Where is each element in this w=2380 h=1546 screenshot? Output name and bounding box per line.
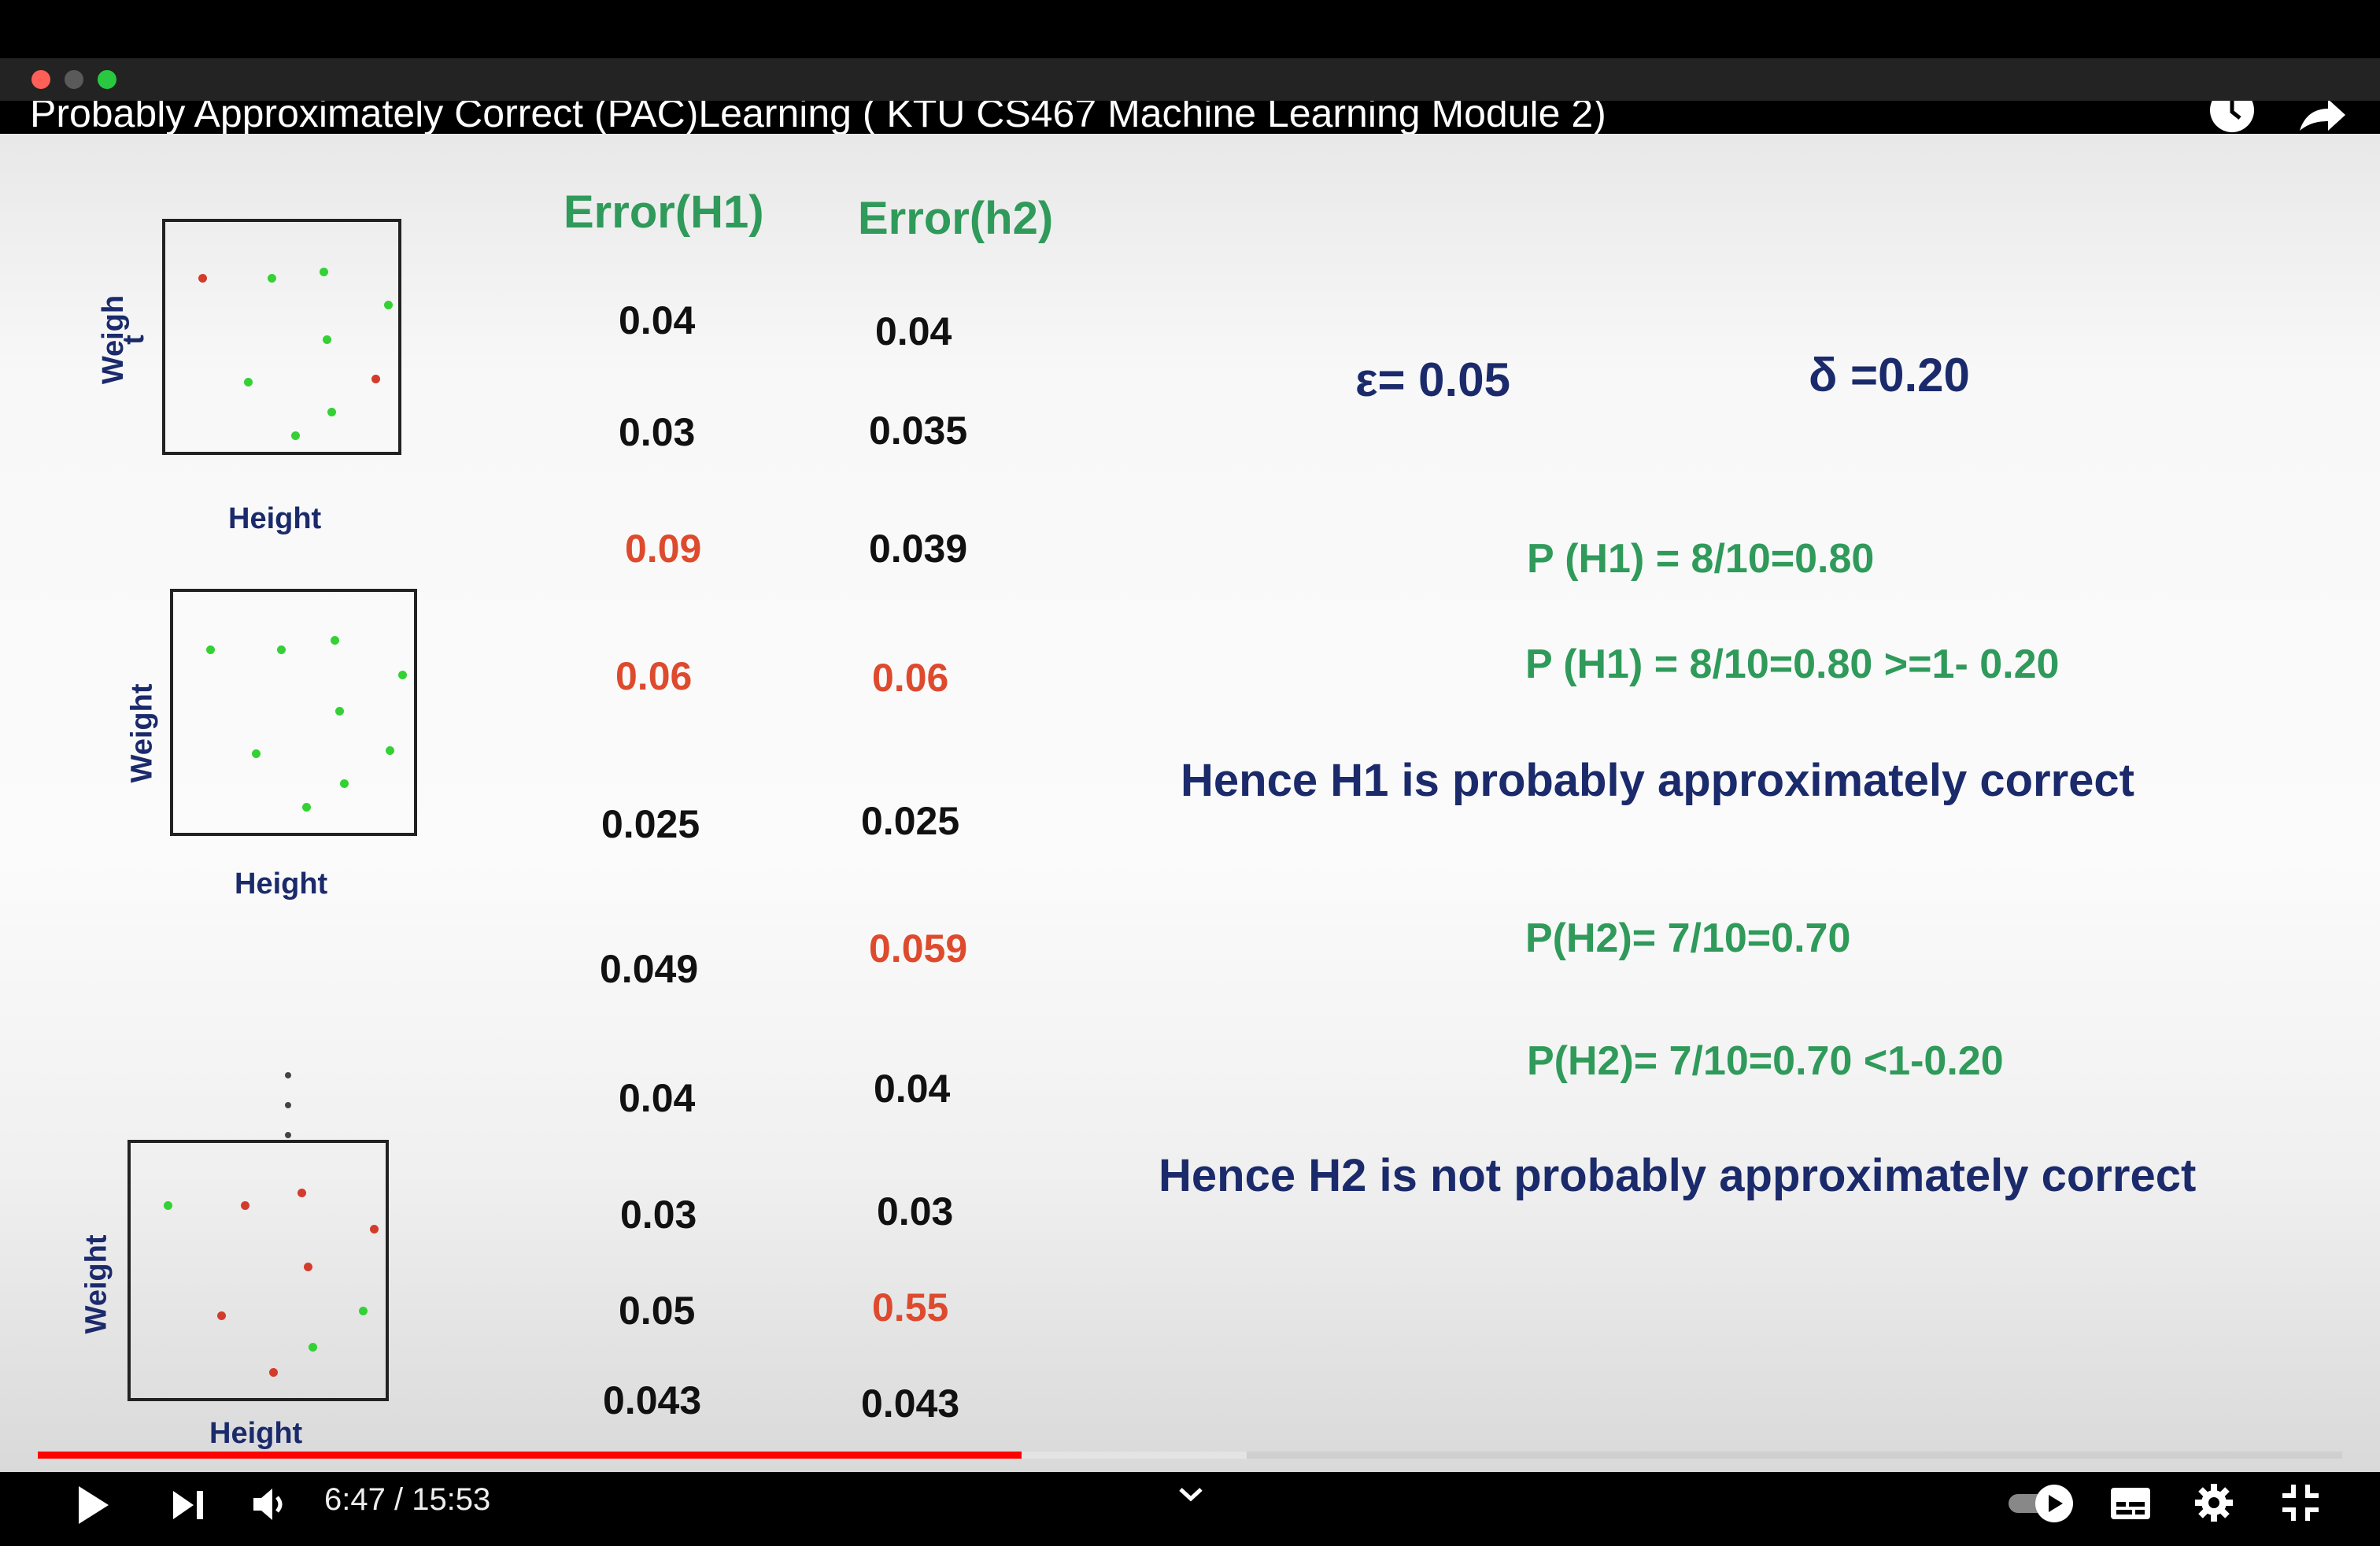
zoom-window-button[interactable] bbox=[98, 70, 116, 89]
h2-value-red: 0.059 bbox=[869, 926, 968, 971]
plot2-xlabel: Height bbox=[235, 867, 328, 901]
epsilon-label: ε= 0.05 bbox=[1355, 353, 1510, 406]
point-red bbox=[269, 1368, 278, 1377]
plot3-xlabel: Height bbox=[209, 1417, 303, 1450]
point-green bbox=[244, 378, 253, 386]
plot3-ylabel: Weight bbox=[79, 1234, 113, 1334]
plot1-ylabel-b: t bbox=[116, 335, 150, 345]
h2-value-red: 0.06 bbox=[872, 656, 949, 700]
point-green bbox=[386, 746, 394, 755]
window-titlebar bbox=[0, 58, 2380, 102]
h1-value: 0.03 bbox=[619, 410, 696, 454]
h1-value: 0.03 bbox=[620, 1193, 697, 1237]
p-h2-line2: P(H2)= 7/10=0.70 <1-0.20 bbox=[1527, 1038, 2004, 1084]
p-h2-line1: P(H2)= 7/10=0.70 bbox=[1525, 915, 1851, 961]
next-icon[interactable] bbox=[172, 1489, 206, 1521]
point-red bbox=[298, 1189, 306, 1197]
plot1-xlabel: Height bbox=[228, 502, 322, 535]
close-window-button[interactable] bbox=[31, 70, 50, 89]
point-green bbox=[331, 636, 339, 645]
h1-conclusion: Hence H1 is probably approximately corre… bbox=[1181, 755, 2134, 806]
point-green bbox=[206, 645, 215, 654]
autoplay-toggle-icon[interactable] bbox=[2007, 1483, 2075, 1524]
point-green bbox=[268, 274, 276, 283]
h2-value: 0.043 bbox=[861, 1381, 960, 1426]
h2-conclusion: Hence H2 is not probably approximately c… bbox=[1159, 1150, 2197, 1201]
chevron-down-icon[interactable] bbox=[1177, 1486, 1204, 1503]
h1-value: 0.04 bbox=[619, 298, 696, 342]
point-green bbox=[320, 268, 328, 276]
error-h1-header: Error(H1) bbox=[564, 187, 764, 238]
h1-value: 0.049 bbox=[600, 947, 699, 991]
exit-fullscreen-icon[interactable] bbox=[2281, 1483, 2320, 1522]
scatter-plot-1 bbox=[162, 219, 401, 455]
h1-value-red: 0.09 bbox=[625, 527, 702, 571]
settings-icon[interactable] bbox=[2194, 1483, 2234, 1522]
play-icon[interactable] bbox=[76, 1485, 110, 1526]
h1-value: 0.043 bbox=[603, 1378, 702, 1422]
scatter-plot-3 bbox=[128, 1140, 389, 1401]
point-green bbox=[340, 779, 349, 788]
h2-value: 0.04 bbox=[875, 309, 952, 353]
h1-value-red: 0.06 bbox=[615, 654, 693, 698]
p-h1-line1: P (H1) = 8/10=0.80 bbox=[1527, 536, 1875, 582]
point-green bbox=[398, 671, 407, 679]
point-red bbox=[370, 1225, 379, 1233]
h2-value: 0.025 bbox=[861, 799, 960, 843]
point-green bbox=[335, 707, 344, 716]
point-green bbox=[384, 301, 393, 309]
point-green bbox=[277, 645, 286, 654]
point-green bbox=[302, 803, 311, 812]
point-green bbox=[359, 1307, 368, 1315]
minimize-window-button[interactable] bbox=[65, 70, 83, 89]
volume-icon[interactable] bbox=[252, 1486, 293, 1522]
point-green bbox=[164, 1201, 172, 1210]
share-icon[interactable] bbox=[2297, 101, 2349, 134]
point-red bbox=[304, 1263, 312, 1271]
ellipsis-dots bbox=[285, 1072, 291, 1162]
plot2-ylabel: Weight bbox=[125, 683, 159, 783]
scatter-plot-2 bbox=[170, 589, 417, 836]
h1-value: 0.05 bbox=[619, 1289, 696, 1333]
point-red bbox=[371, 375, 380, 383]
progress-played[interactable] bbox=[38, 1452, 1022, 1459]
point-green bbox=[327, 408, 336, 416]
p-h1-line2: P (H1) = 8/10=0.80 >=1- 0.20 bbox=[1525, 642, 2060, 687]
h2-value-red: 0.55 bbox=[872, 1285, 949, 1330]
delta-label: δ =0.20 bbox=[1809, 349, 1970, 401]
point-red bbox=[217, 1311, 226, 1320]
h1-value: 0.04 bbox=[619, 1076, 696, 1120]
time-display: 6:47 / 15:53 bbox=[324, 1482, 491, 1517]
subtitles-icon[interactable] bbox=[2109, 1486, 2152, 1521]
point-green bbox=[323, 335, 331, 344]
h2-value: 0.039 bbox=[869, 527, 968, 571]
top-black-bar bbox=[0, 0, 2380, 58]
video-title[interactable]: Probably Approximately Correct (PAC)Lear… bbox=[30, 101, 1606, 134]
point-red bbox=[198, 274, 207, 283]
h2-value: 0.04 bbox=[874, 1067, 951, 1111]
point-red bbox=[241, 1201, 249, 1210]
h2-value: 0.03 bbox=[877, 1189, 954, 1233]
h2-value: 0.035 bbox=[869, 409, 968, 453]
video-frame[interactable]: Weigh t Height Weight Height Weight Heig… bbox=[0, 102, 2380, 1472]
point-green bbox=[309, 1343, 317, 1352]
watch-later-icon[interactable] bbox=[2208, 101, 2256, 134]
player-controls bbox=[0, 1472, 2380, 1546]
h1-value: 0.025 bbox=[601, 802, 700, 846]
title-overlay: Probably Approximately Correct (PAC)Lear… bbox=[0, 101, 2380, 134]
point-green bbox=[291, 431, 300, 440]
point-green bbox=[252, 749, 261, 758]
error-h2-header: Error(h2) bbox=[858, 193, 1054, 244]
